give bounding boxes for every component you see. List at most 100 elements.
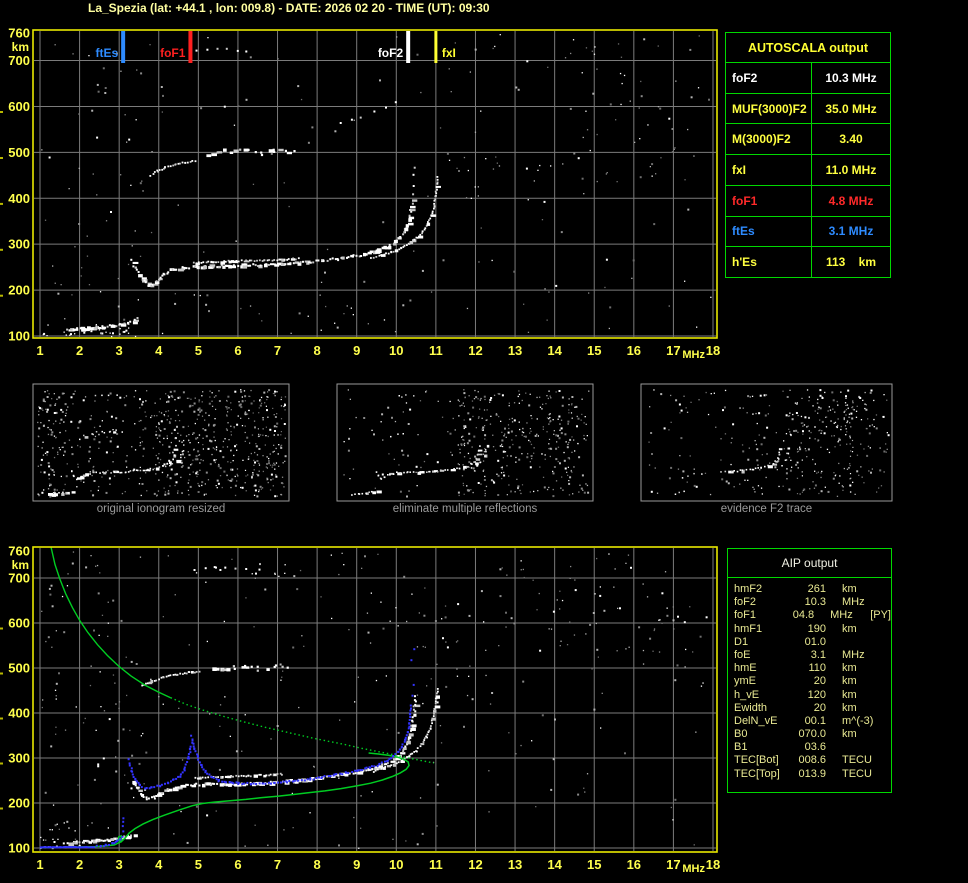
aip-unit [842,741,888,754]
svg-text:1: 1 [36,857,43,872]
autoscala-rows: foF2 10.3 MHz MUF(3000)F2 35.0 MHz M(3000)F2… [726,62,890,278]
svg-text:km: km [12,40,29,54]
aip-unit: km [842,675,857,688]
table-row: hmF1 190 km [734,623,891,636]
svg-text:7: 7 [274,343,281,358]
svg-text:fxI: fxI [442,46,456,60]
table-row: fxI 11.0 MHz [726,154,890,185]
table-row: TEC[Bot] 008.6 TECU [734,754,891,767]
param-label: foF1 [726,185,812,216]
aip-unit: MHz [842,596,865,609]
param-value: 113 km [825,255,877,270]
restored-ionogram-plot: 1 2 3 4 5 6 7 8 9 10 11 12 13 14 15 16 17 MHz 187607006005… [0,544,720,876]
aip-unit: km [842,583,857,595]
param-label: MUF(3000)F2 [726,93,812,124]
autoscala-table: AUTOSCALA output foF2 10.3 MHz MUF(3000)F2… [725,32,891,278]
table-row: DelN_vE 00.1 m^(-3) [734,715,891,728]
aip-val: 008.6 [798,754,826,767]
aip-extra: [PY] [870,609,891,622]
aip-unit: TECU [842,754,872,767]
table-row: B1 03.6 [734,741,891,754]
param-label: h'Es [726,247,812,278]
svg-text:ftEs: ftEs [95,46,118,60]
aip-val: 03.6 [804,741,826,754]
table-row: foF2 10.3 MHz [734,596,891,609]
table-row: M(3000)F2 3.40 [726,123,890,155]
svg-text:7: 7 [274,857,281,872]
aip-label: Ewidth [734,701,768,714]
table-row: MUF(3000)F2 35.0 MHz [726,92,890,124]
aip-label: B0 [734,728,748,741]
table-row: B0 070.0 km [734,728,891,741]
param-value: 35.0 MHz [825,101,877,116]
aip-val: 110 [808,662,826,675]
svg-text:MHz: MHz [682,863,705,875]
svg-text:16: 16 [627,857,641,872]
svg-text:2: 2 [76,857,83,872]
aip-unit [842,636,888,649]
aip-val: 261 [807,583,826,595]
mini-panel-2 [640,383,893,502]
svg-text:6: 6 [234,343,241,358]
aip-val: 013.9 [798,767,826,780]
frequency-markers: ftEs foF1 foF2 fxI [95,31,456,63]
svg-text:300: 300 [8,237,30,252]
aip-label: ymE [734,675,756,688]
svg-text:200: 200 [8,796,30,811]
svg-text:km: km [12,558,29,572]
param-value: 11.0 MHz [825,163,877,178]
svg-text:17: 17 [666,857,680,872]
param-label: foF2 [726,63,812,93]
table-row: Ewidth 20 km [734,702,891,715]
aip-label: foF2 [734,596,757,609]
svg-text:MHz: MHz [682,349,705,361]
table-row: ftEs 3.1 MHz [726,215,890,247]
svg-text:17: 17 [666,343,680,358]
param-value: 4.8 MHz [828,193,874,208]
aip-unit: km [842,662,857,675]
aip-unit: km [842,728,857,741]
aip-val: 070.0 [798,728,826,741]
aip-label: h_vE [734,688,760,701]
table-row: D1 01.0 [734,636,891,649]
svg-text:9: 9 [353,857,360,872]
svg-text:foF2: foF2 [378,46,404,60]
svg-text:700: 700 [8,571,30,586]
aip-unit: km [842,622,857,635]
aip-label: foE [734,648,751,661]
svg-text:100: 100 [8,329,30,344]
aip-unit: MHz [842,648,865,661]
aip-header: AIP output [728,549,891,578]
aip-val: 04.8 [792,609,815,622]
axis-labels: 1 2 3 4 5 6 7 8 9 10 11 12 13 14 15 16 17 MHz 187607006005… [8,544,720,876]
svg-text:600: 600 [8,99,30,114]
svg-text:400: 400 [8,706,30,721]
svg-text:11: 11 [429,857,443,872]
aip-label: TEC[Bot] [734,754,779,767]
autoscala-header: AUTOSCALA output [747,40,869,55]
svg-text:11: 11 [429,343,443,358]
aip-val: 01.0 [804,635,826,648]
svg-text:18: 18 [706,343,720,358]
param-value: 3.1 MHz [828,224,874,239]
svg-text:100: 100 [8,841,30,856]
aip-unit: MHz [830,609,853,622]
param-value: 10.3 MHz [825,70,877,85]
svg-text:4: 4 [155,857,163,872]
svg-text:6: 6 [234,857,241,872]
axis-labels: 1 2 3 4 5 6 7 8 9 10 11 12 13 14 15 16 17 MHz 187607006005… [8,26,720,362]
svg-text:10: 10 [389,343,403,358]
svg-text:14: 14 [547,857,562,872]
aip-label: foF1 [734,609,757,622]
svg-text:760: 760 [8,544,30,559]
aip-val: 20 [813,675,826,688]
mini-panel-1 [336,383,594,502]
aip-label: B1 [734,741,748,754]
aip-label: D1 [734,635,749,648]
svg-text:200: 200 [8,283,30,298]
svg-text:700: 700 [8,53,30,68]
svg-text:10: 10 [389,857,403,872]
svg-text:9: 9 [353,343,360,358]
